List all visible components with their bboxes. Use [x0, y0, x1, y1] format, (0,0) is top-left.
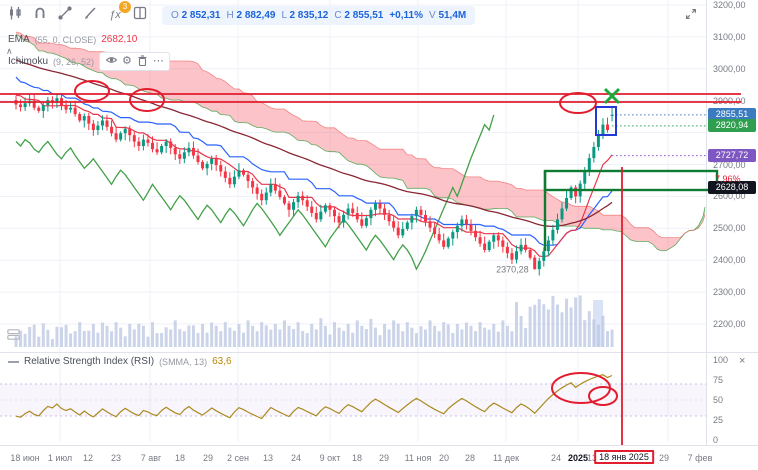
time-axis-label: 7 фев — [687, 453, 713, 463]
price-axis-label: 2300,00 — [713, 287, 746, 298]
time-axis-label: 1 июл — [47, 453, 73, 463]
price-axis-label: 3100,00 — [713, 31, 746, 42]
magnet-icon — [32, 5, 48, 26]
close-icon: × — [739, 355, 746, 367]
rsi-axis-label: 75 — [713, 375, 724, 385]
panes-button[interactable] — [6, 327, 21, 347]
close-value: 2 855,51 — [344, 9, 384, 21]
rsi-params: (SMMA, 13) — [159, 356, 208, 367]
time-axis-label: 24 — [550, 453, 562, 463]
rsi-value: 63,6 — [212, 356, 232, 367]
stacked-panes-icon — [6, 329, 21, 346]
time-axis-label: 18 — [351, 453, 363, 463]
price-axis-label: 2400,00 — [713, 255, 746, 266]
eye-icon[interactable] — [105, 54, 118, 69]
price-axis-label: 2200,00 — [713, 319, 746, 329]
ohlc-strip[interactable]: O 2 852,31 H 2 882,49 L 2 835,12 C 2 855… — [162, 5, 476, 25]
chart-toolbar: ƒx 3 O 2 852,31 H 2 882,49 L 2 835,12 C … — [4, 1, 476, 26]
price-axis-label: 3200,00 — [713, 0, 746, 10]
time-axis-label: 29 — [658, 453, 670, 463]
brush-icon — [82, 5, 98, 26]
time-axis-label: 13 — [586, 453, 598, 463]
price-axis-label: 2500,00 — [713, 223, 746, 234]
volume-label: V — [428, 9, 436, 21]
layout-button[interactable] — [129, 4, 151, 26]
rsi-close-button[interactable]: × — [739, 355, 745, 367]
trendline-icon — [57, 5, 73, 26]
date-annotation-box: 18 янв 2025 — [594, 450, 654, 464]
time-axis-label: 13 — [262, 453, 274, 463]
time-axis-label: 12 — [82, 453, 94, 463]
time-axis-label: 18 июн — [10, 453, 40, 463]
rsi-axis-label: 25 — [713, 415, 724, 425]
fx-indicators-icon: ƒx — [109, 9, 121, 21]
ema-value: 2682,10 — [101, 34, 138, 45]
close-label: C — [334, 9, 342, 21]
low-label: L — [281, 9, 287, 21]
time-axis-label: 24 — [290, 453, 302, 463]
time-axis-label: 2025 — [567, 453, 589, 463]
ichimoku-params: (9, 26, 52) — [53, 56, 95, 67]
magnet-button[interactable] — [29, 4, 51, 26]
collapse-legend-button[interactable]: ∧ — [6, 46, 13, 57]
rsi-line-swatch-icon — [8, 360, 19, 363]
price-axis-label: 3000,00 — [713, 63, 746, 74]
high-value: 2 882,49 — [236, 9, 276, 21]
rsi-name: Relative Strength Index (RSI) — [24, 356, 155, 367]
legend-rsi[interactable]: Relative Strength Index (RSI) (SMMA, 13)… — [8, 356, 232, 367]
time-axis-label: 20 — [438, 453, 450, 463]
chevron-up-icon: ∧ — [6, 46, 13, 56]
change-percent: +0,11% — [389, 9, 423, 21]
price-axis[interactable]: 3200,00 3100,00 3000,00 2900,00 2700,00 2600,… — [706, 0, 758, 445]
open-value: 2 852,31 — [181, 9, 221, 21]
settings-gear-icon[interactable]: ⚙ — [122, 55, 132, 67]
candles-icon — [7, 5, 23, 26]
open-label: O — [171, 9, 179, 21]
price-axis-label: 2700,00 — [713, 159, 746, 170]
indicators-button[interactable]: ƒx 3 — [104, 1, 131, 26]
expand-icon — [684, 7, 698, 26]
rsi-axis-label: 0 — [713, 435, 719, 445]
time-axis-label: 11 дек — [492, 453, 520, 463]
time-axis[interactable]: 18 июн 1 июл 12 23 7 авг 18 29 2 сен 13 24 9 окт 18… — [0, 445, 758, 470]
ema-params: (55, 0, CLOSE) — [34, 34, 97, 45]
trendline-button[interactable] — [54, 4, 76, 26]
ichimoku-name: Ichimoku — [8, 56, 49, 67]
time-axis-label: 29 — [202, 453, 214, 463]
rsi-axis-label: 100 — [713, 355, 729, 365]
price-axis-label: 2600,00 — [713, 191, 746, 202]
rsi-axis-label: 50 — [713, 395, 724, 405]
more-dots-icon[interactable]: ⋯ — [152, 55, 164, 67]
expand-button[interactable] — [681, 6, 701, 26]
time-axis-label: 7 авг — [140, 453, 162, 463]
time-axis-label: 2 сен — [227, 453, 249, 463]
time-axis-label: 28 — [464, 453, 476, 463]
high-label: H — [226, 9, 234, 21]
indicator-actions: ⚙ ⋯ — [99, 52, 170, 71]
trash-icon[interactable] — [136, 54, 149, 70]
grid-layout-icon — [132, 5, 148, 26]
time-axis-label: 29 — [378, 453, 390, 463]
chart-type-button[interactable] — [4, 4, 26, 26]
price-axis-label: 2900,00 — [713, 95, 746, 106]
time-axis-label: 11 ноя — [404, 453, 432, 463]
time-axis-label: 23 — [110, 453, 122, 463]
ema-name: EMA — [8, 34, 30, 45]
time-axis-label: 9 окт — [319, 453, 341, 463]
legend-ema[interactable]: EMA (55, 0, CLOSE) 2682,10 — [8, 34, 137, 45]
brush-button[interactable] — [79, 4, 101, 26]
time-axis-label: 18 — [174, 453, 186, 463]
indicators-count-badge: 3 — [119, 1, 131, 13]
volume-value: 51,4M — [438, 9, 467, 21]
legend-ichimoku[interactable]: Ichimoku (9, 26, 52) ⚙ ⋯ — [8, 52, 170, 71]
low-value: 2 835,12 — [289, 9, 329, 21]
